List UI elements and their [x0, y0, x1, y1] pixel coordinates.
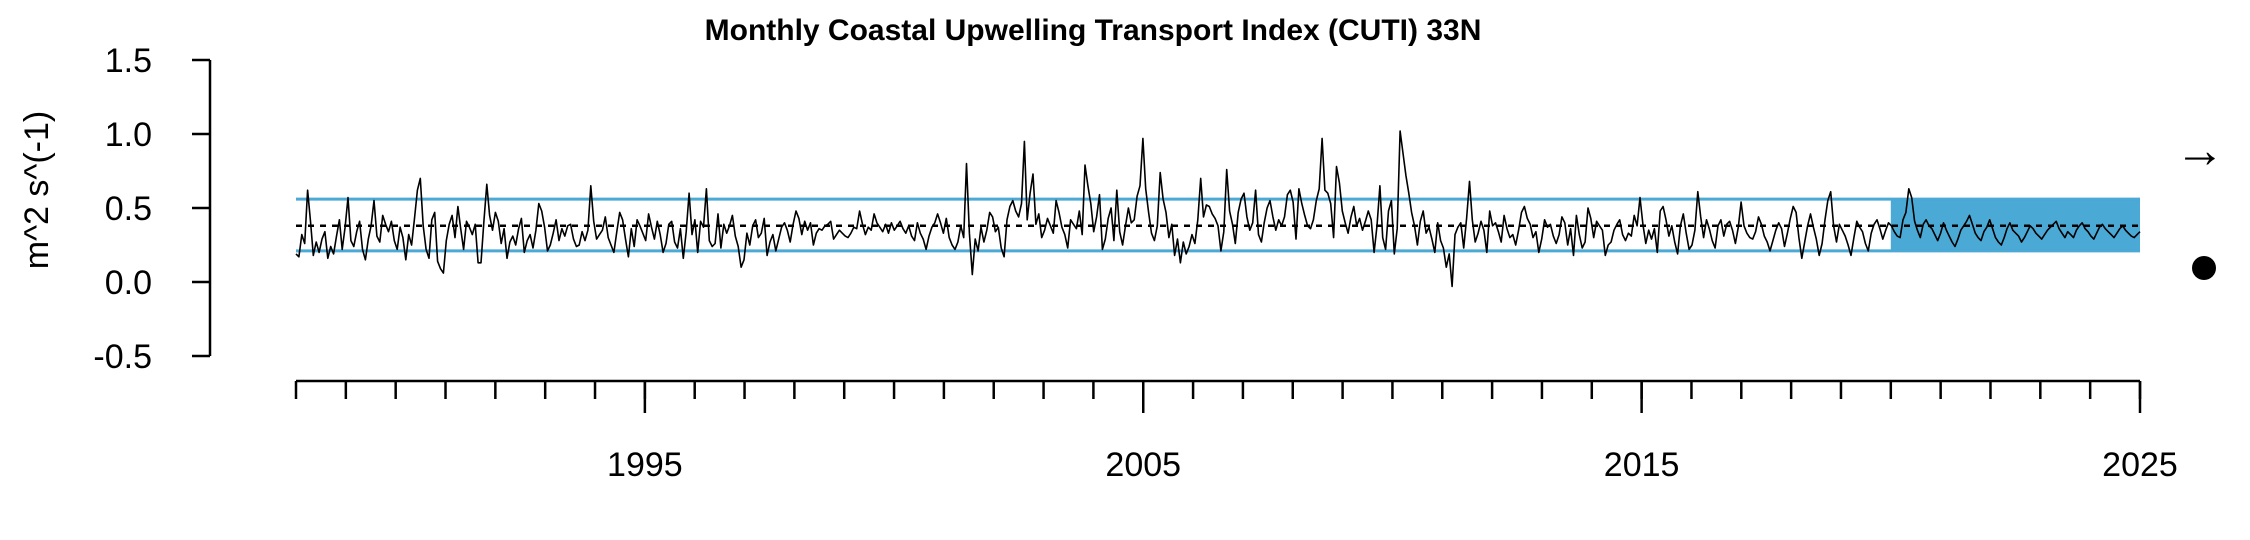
y-tick-label: 0.0 — [105, 264, 152, 302]
trend-arrow-icon: → — [2175, 122, 2225, 178]
x-tick-label: 1995 — [607, 446, 683, 484]
x-tick-label: 2025 — [2102, 446, 2178, 484]
y-tick-label: 0.5 — [105, 190, 152, 228]
chart-title: Monthly Coastal Upwelling Transport Inde… — [705, 14, 1482, 47]
series-line — [295, 130, 2141, 288]
y-axis-label: m^2 s^(-1) — [18, 111, 56, 269]
x-tick-label: 2005 — [1105, 446, 1181, 484]
x-tick-label: 2015 — [1604, 446, 1680, 484]
y-tick-label: 1.0 — [105, 116, 152, 154]
mean-status-dot-icon — [2192, 256, 2216, 280]
y-tick-label: 1.5 — [105, 42, 152, 80]
plot-area: 1.5 1.0 0.5 0.0 -0.5 1995 2005 2015 2025 — [93, 42, 2177, 484]
y-tick-label: -0.5 — [93, 338, 152, 376]
